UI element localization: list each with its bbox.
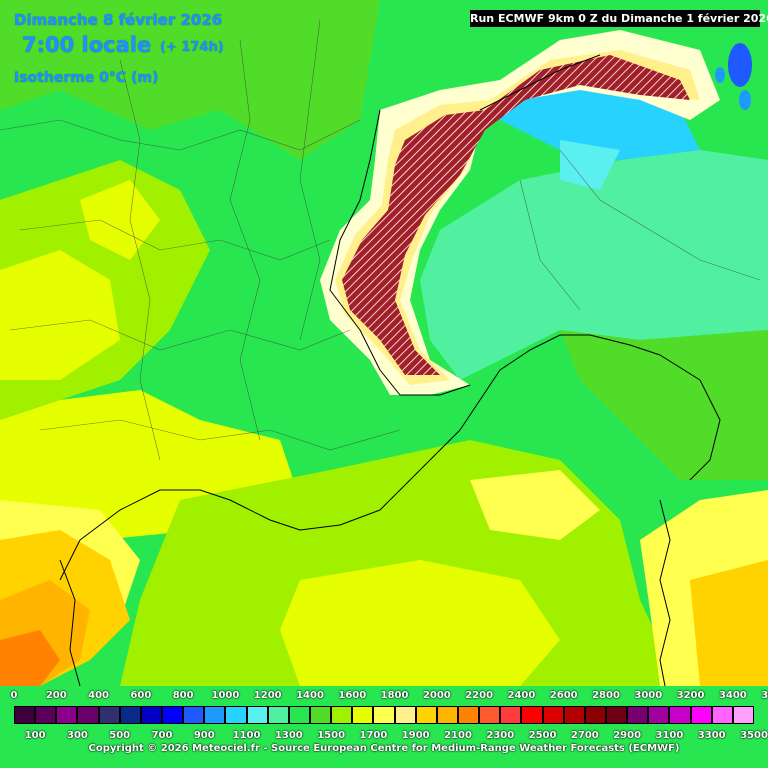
legend-swatch [352,706,374,724]
legend-swatch [605,706,628,724]
legend-tick-upper: 800 [172,690,194,701]
legend-swatch [648,706,670,724]
forecast-date: Dimanche 8 février 2026 [14,11,223,29]
legend-tick-upper: 3600 [761,690,768,701]
legend-swatch [56,706,78,724]
legend-tick-upper: 3200 [676,690,705,701]
legend-swatch [669,706,691,724]
legend-tick-lower: 2100 [444,730,472,741]
legend-tick-lower: 500 [109,730,131,741]
forecast-time: 7:00 locale [22,33,152,57]
legend-tick-lower: 3500 [740,730,768,741]
legend-swatch [500,706,522,724]
legend-swatch [373,706,395,724]
run-label: Run ECMWF 9km 0 Z du Dimanche 1 février … [470,10,768,27]
forecast-offset: (+ 174h) [160,40,224,55]
legend-swatch [331,706,353,724]
legend-tick-upper: 3400 [718,690,747,701]
legend-swatch [436,706,458,724]
legend-tick-lower: 3100 [655,730,684,741]
legend-swatch [479,706,501,724]
legend-swatch [542,706,564,724]
legend-swatch [457,706,480,724]
legend-swatch [288,706,310,724]
legend-tick-upper: 200 [45,690,67,701]
legend-tick-upper: 0 [10,690,18,701]
color-legend: 0 200 400 600 800 1000 1200 1400 1600 1800 2000 220… [0,686,768,768]
legend-swatch [140,706,162,724]
legend-swatch [35,706,57,724]
legend-tick-lower: 100 [24,730,46,741]
legend-tick-upper: 1800 [380,690,409,701]
legend-tick-upper: 1400 [296,690,324,701]
legend-tick-upper: 2600 [549,690,578,701]
legend-swatch [394,706,416,724]
legend-swatch [225,706,247,724]
legend-tick-lower: 1900 [401,730,430,741]
legend-swatch [267,706,289,724]
legend-swatch [77,706,99,724]
legend-swatch [521,706,543,724]
legend-tick-upper: 400 [88,690,109,701]
legend-swatch [246,706,268,724]
legend-swatch [627,706,649,724]
legend-swatch [14,706,36,724]
legend-swatch [584,706,606,724]
legend-swatch [183,706,205,724]
legend-swatch [563,706,585,724]
legend-tick-upper: 600 [130,690,152,701]
legend-swatch [309,706,332,724]
legend-tick-lower: 300 [66,730,88,741]
legend-tick-lower: 1300 [274,730,303,741]
legend-tick-lower: 1700 [359,730,388,741]
legend-swatch [732,706,754,724]
legend-tick-upper: 1200 [253,690,282,701]
legend-swatch [415,706,437,724]
legend-tick-upper: 2400 [507,690,536,701]
legend-tick-lower: 2900 [613,730,642,741]
legend-tick-upper: 1000 [211,690,240,701]
legend-tick-upper: 2800 [592,690,620,701]
legend-color-bar [14,706,754,724]
legend-swatch [161,706,184,724]
legend-swatch [119,706,141,724]
parameter-label: Isotherme 0°C (m) [14,70,159,86]
legend-tick-upper: 1600 [338,690,367,701]
legend-tick-lower: 2500 [528,730,557,741]
legend-tick-lower: 2700 [570,730,599,741]
copyright-text: Copyright © 2026 Meteociel.fr - Source E… [88,743,680,754]
legend-tick-lower: 900 [193,730,215,741]
legend-tick-upper: 3000 [634,690,663,701]
legend-tick-upper: 2000 [422,690,451,701]
legend-tick-lower: 2300 [486,730,515,741]
legend-swatch [98,706,120,724]
legend-tick-lower: 700 [151,730,173,741]
legend-tick-lower: 1100 [232,730,261,741]
legend-tick-upper: 2200 [465,690,494,701]
legend-swatch [690,706,712,724]
legend-swatch [711,706,733,724]
legend-tick-lower: 3300 [697,730,726,741]
legend-swatch [204,706,226,724]
legend-tick-lower: 1500 [317,730,346,741]
